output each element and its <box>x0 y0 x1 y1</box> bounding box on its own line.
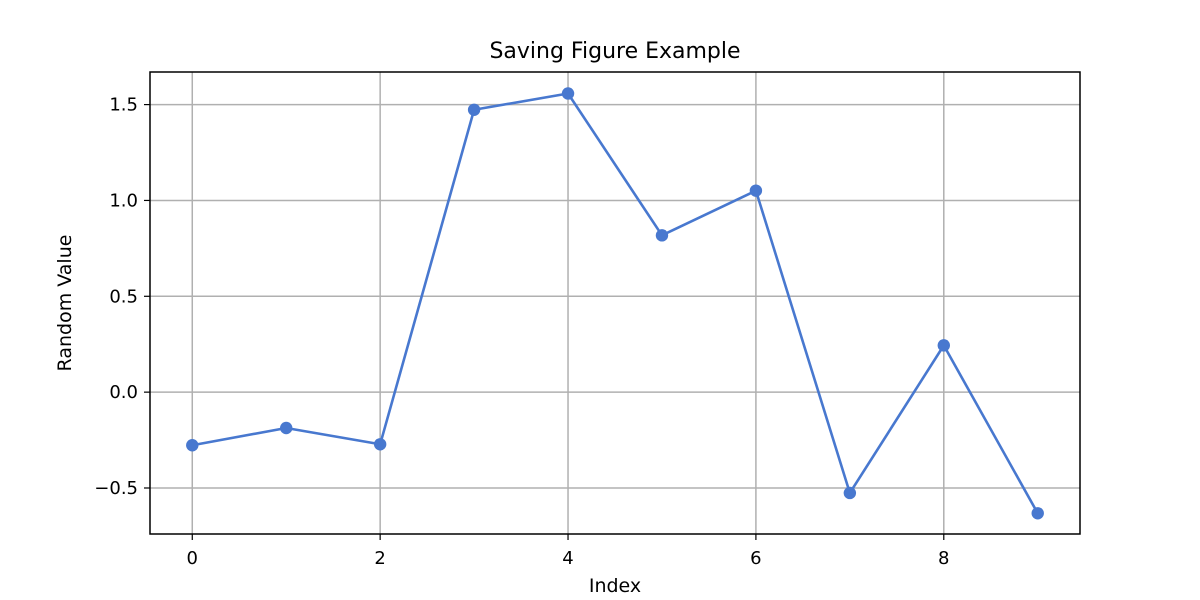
x-tick-label: 4 <box>562 548 573 569</box>
data-point <box>655 229 669 242</box>
data-point <box>749 184 763 197</box>
x-axis-label: Index <box>589 575 641 597</box>
data-point <box>843 486 857 500</box>
x-tick-label: 8 <box>938 548 949 569</box>
y-axis-label: Random Value <box>54 235 76 372</box>
series-line <box>192 92 1039 514</box>
y-tick-label: 0.5 <box>109 286 138 307</box>
x-tick-label: 0 <box>187 548 198 569</box>
grid <box>150 72 1080 534</box>
data-point <box>1031 507 1044 520</box>
data-point <box>373 438 387 451</box>
x-tick-label: 6 <box>750 548 761 569</box>
data-point <box>467 103 481 116</box>
chart-title: Saving Figure Example <box>489 39 740 64</box>
x-tick-label: 2 <box>374 548 385 569</box>
data-point <box>186 439 199 452</box>
series-layer <box>186 87 1044 520</box>
y-tick-label: 0.0 <box>109 382 138 403</box>
data-point <box>937 339 950 352</box>
y-tick-label: 1.0 <box>109 190 138 211</box>
y-tick-label: 1.5 <box>109 95 138 116</box>
data-point <box>561 87 575 100</box>
y-tick-label: −0.5 <box>94 478 138 499</box>
axis-ticks: 0 2 4 6 8 −0.5 0.0 0.5 1.0 1.5 <box>94 95 949 569</box>
plot-frame <box>149 71 1081 535</box>
data-point <box>280 421 293 435</box>
